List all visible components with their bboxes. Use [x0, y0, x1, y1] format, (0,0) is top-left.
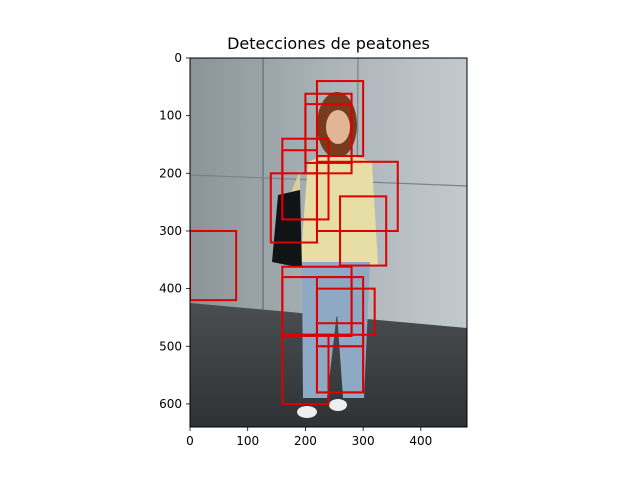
axes-frame [189, 57, 468, 428]
detection-box-13 [315, 287, 376, 336]
x-tick-label-4: 400 [409, 434, 432, 448]
detection-box-8 [339, 195, 388, 267]
detection-box-9 [190, 229, 238, 302]
y-tick-label-0: 0 [174, 51, 182, 65]
x-axis-ticks: 0 100 200 300 400 [186, 427, 432, 448]
detection-box-14 [281, 333, 330, 405]
y-tick-label-4: 400 [159, 282, 182, 296]
x-tick-label-2: 200 [294, 434, 317, 448]
x-tick-label-0: 0 [186, 434, 194, 448]
y-tick-label-2: 200 [159, 166, 182, 180]
x-tick-label-1: 100 [236, 434, 259, 448]
y-tick-label-6: 600 [159, 397, 182, 411]
detection-box-7 [315, 160, 399, 232]
detection-box-16 [315, 345, 365, 394]
y-axis-ticks: 0 100 200 300 400 500 600 [159, 51, 190, 411]
chart-title: Detecciones de peatones [227, 34, 430, 53]
detection-boxes [190, 80, 399, 405]
detection-box-1 [315, 80, 365, 158]
x-tick-label-3: 300 [352, 434, 375, 448]
y-tick-label-1: 100 [159, 109, 182, 123]
y-tick-label-3: 300 [159, 224, 182, 238]
y-tick-label-5: 500 [159, 339, 182, 353]
